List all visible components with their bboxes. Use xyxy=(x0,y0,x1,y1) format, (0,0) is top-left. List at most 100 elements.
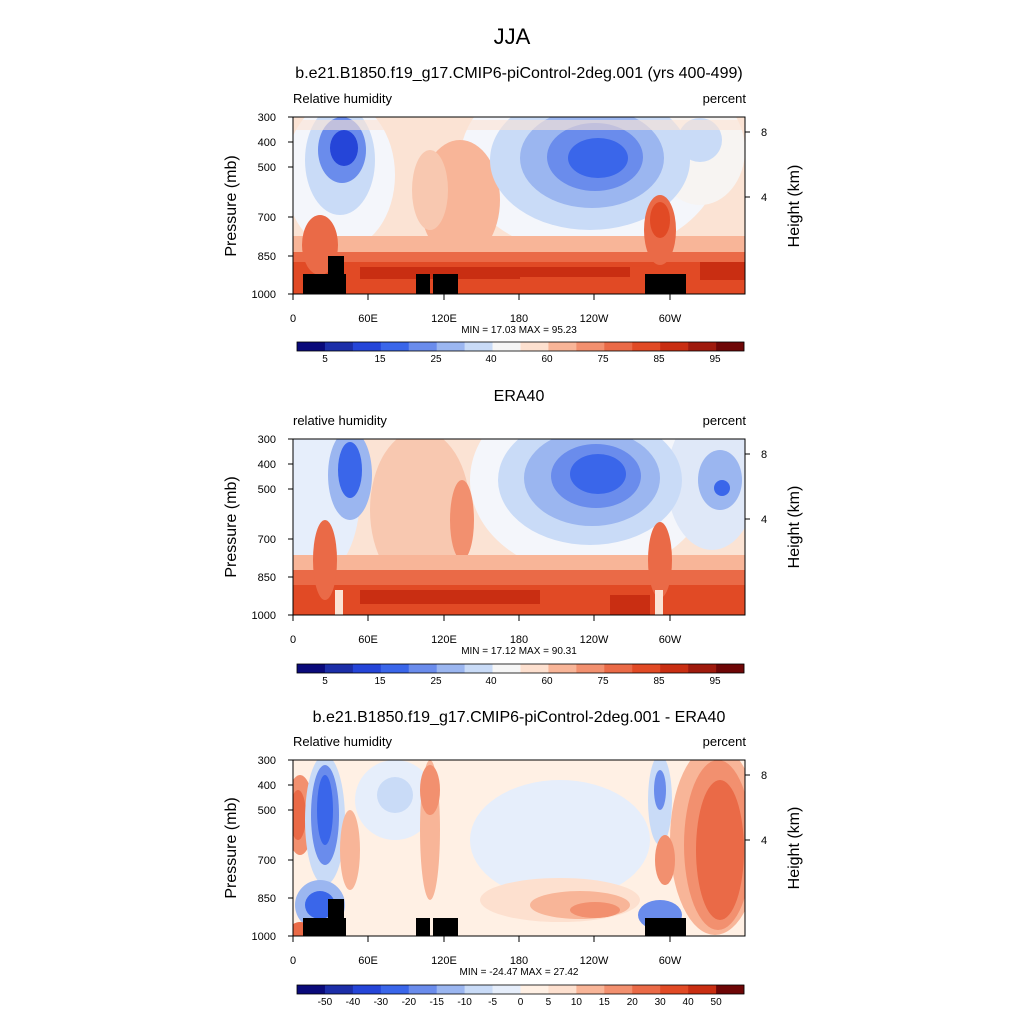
panel-title: ERA40 xyxy=(494,388,545,405)
x-tick-label: 180 xyxy=(510,313,528,325)
colorbar-swatch xyxy=(660,985,689,994)
y-axis-right-label: Height (km) xyxy=(786,486,803,569)
units-label: percent xyxy=(703,734,747,749)
colorbar-swatch xyxy=(548,342,577,351)
colorbar-swatch xyxy=(297,985,326,994)
y-axis-label: Pressure (mb) xyxy=(223,476,240,577)
heatmap-field xyxy=(293,760,745,936)
y-tick-label: 850 xyxy=(258,572,276,584)
colorbar-swatch xyxy=(604,342,633,351)
colorbar-swatch xyxy=(297,342,326,351)
x-tick-label: 60E xyxy=(358,313,378,325)
units-label: percent xyxy=(703,413,747,428)
y-axis-left: 300 400 500 700 850 1000 xyxy=(252,434,293,622)
colorbar-label: 75 xyxy=(597,354,609,365)
colorbar-swatch xyxy=(576,985,605,994)
colorbar-label: 75 xyxy=(597,676,609,687)
y-right-tick-label: 8 xyxy=(761,127,767,139)
y-tick-label: 700 xyxy=(258,855,276,867)
y-axis-right: 8 4 xyxy=(745,449,767,526)
x-tick-label: 120W xyxy=(580,313,609,325)
colorbar-swatch xyxy=(380,664,410,673)
colorbar-label: 5 xyxy=(322,354,328,365)
x-tick-label: 120E xyxy=(431,634,457,646)
y-tick-label: 400 xyxy=(258,780,276,792)
colorbar-swatch xyxy=(688,342,717,351)
colorbar-swatch xyxy=(716,985,745,994)
y-tick-label: 850 xyxy=(258,893,276,905)
colorbar-label: 85 xyxy=(653,354,665,365)
colorbar-labels: -50 -40 -30 -20 -15 -10 -5 0 5 10 15 20 30 40 50 xyxy=(318,997,722,1008)
y-axis-label: Pressure (mb) xyxy=(223,797,240,898)
variable-label: relative humidity xyxy=(293,413,387,428)
colorbar-label: 15 xyxy=(599,997,611,1008)
y-tick-label: 500 xyxy=(258,484,276,496)
colorbar-label: 15 xyxy=(374,354,386,365)
x-tick-label: 180 xyxy=(510,634,528,646)
colorbar-label: -20 xyxy=(402,997,417,1008)
colorbar xyxy=(296,663,745,674)
heatmap-field xyxy=(293,439,745,615)
x-axis: 0 60E 120E 180 120W 60W xyxy=(290,615,682,646)
y-tick-label: 700 xyxy=(258,534,276,546)
stats-label: MIN = 17.03 MAX = 95.23 xyxy=(461,325,577,336)
x-tick-label: 0 xyxy=(290,955,296,967)
colorbar-swatch xyxy=(352,985,382,994)
colorbar-swatch xyxy=(520,342,549,351)
colorbar-label: 40 xyxy=(683,997,695,1008)
y-tick-label: 300 xyxy=(258,434,276,446)
y-tick-label: 400 xyxy=(258,459,276,471)
colorbar-label: 95 xyxy=(709,676,721,687)
colorbar-swatch xyxy=(688,985,717,994)
panel-model: b.e21.B1850.f19_g17.CMIP6-piControl-2deg… xyxy=(223,65,803,365)
colorbar-swatch xyxy=(688,664,717,673)
colorbar-label: -50 xyxy=(318,997,333,1008)
colorbar-swatch xyxy=(716,342,745,351)
y-right-tick-label: 4 xyxy=(761,835,767,847)
colorbar-swatch xyxy=(297,664,326,673)
y-axis-left: 300 400 500 700 850 1000 xyxy=(252,112,293,301)
colorbar-swatch xyxy=(408,985,437,994)
colorbar-swatch xyxy=(520,664,549,673)
x-tick-label: 120W xyxy=(580,955,609,967)
y-tick-label: 300 xyxy=(258,755,276,767)
colorbar-swatch xyxy=(464,664,493,673)
figure-title: JJA xyxy=(494,24,531,49)
colorbar xyxy=(296,984,745,995)
colorbar-label: 5 xyxy=(322,676,328,687)
colorbar-swatch xyxy=(436,342,465,351)
colorbar-label: 0 xyxy=(518,997,524,1008)
y-tick-label: 850 xyxy=(258,251,276,263)
colorbar-label: 60 xyxy=(541,676,553,687)
units-label: percent xyxy=(703,91,747,106)
y-tick-label: 700 xyxy=(258,212,276,224)
colorbar-labels: 5 15 25 40 60 75 85 95 xyxy=(322,676,721,687)
stats-label: MIN = 17.12 MAX = 90.31 xyxy=(461,646,577,657)
y-axis-right: 8 4 xyxy=(745,770,767,847)
colorbar-label: -10 xyxy=(457,997,472,1008)
colorbar-label: 60 xyxy=(541,354,553,365)
colorbar-swatch xyxy=(352,664,382,673)
colorbar-label: -5 xyxy=(488,997,497,1008)
terrain-mask xyxy=(303,256,686,294)
x-axis: 0 60E 120E 180 120W 60W xyxy=(290,936,682,967)
y-axis-right: 8 4 xyxy=(745,127,767,204)
colorbar-label: 5 xyxy=(546,997,552,1008)
colorbar-label: 95 xyxy=(709,354,721,365)
panel-era40: ERA40 relative humidity percent xyxy=(223,388,803,687)
y-axis-label: Pressure (mb) xyxy=(223,155,240,256)
x-tick-label: 120E xyxy=(431,955,457,967)
x-axis: 0 60E 120E 180 120W 60W xyxy=(290,294,682,325)
colorbar-frame xyxy=(296,984,745,995)
y-right-tick-label: 4 xyxy=(761,514,767,526)
x-tick-label: 120E xyxy=(431,313,457,325)
colorbar-swatch xyxy=(492,342,521,351)
panel-title: b.e21.B1850.f19_g17.CMIP6-piControl-2deg… xyxy=(313,709,726,726)
colorbar-frame xyxy=(296,663,745,674)
colorbar-label: 20 xyxy=(627,997,639,1008)
colorbar-swatch xyxy=(352,342,382,351)
colorbar-swatch xyxy=(660,664,689,673)
colorbar-swatch xyxy=(436,985,465,994)
colorbar-swatch xyxy=(632,664,661,673)
